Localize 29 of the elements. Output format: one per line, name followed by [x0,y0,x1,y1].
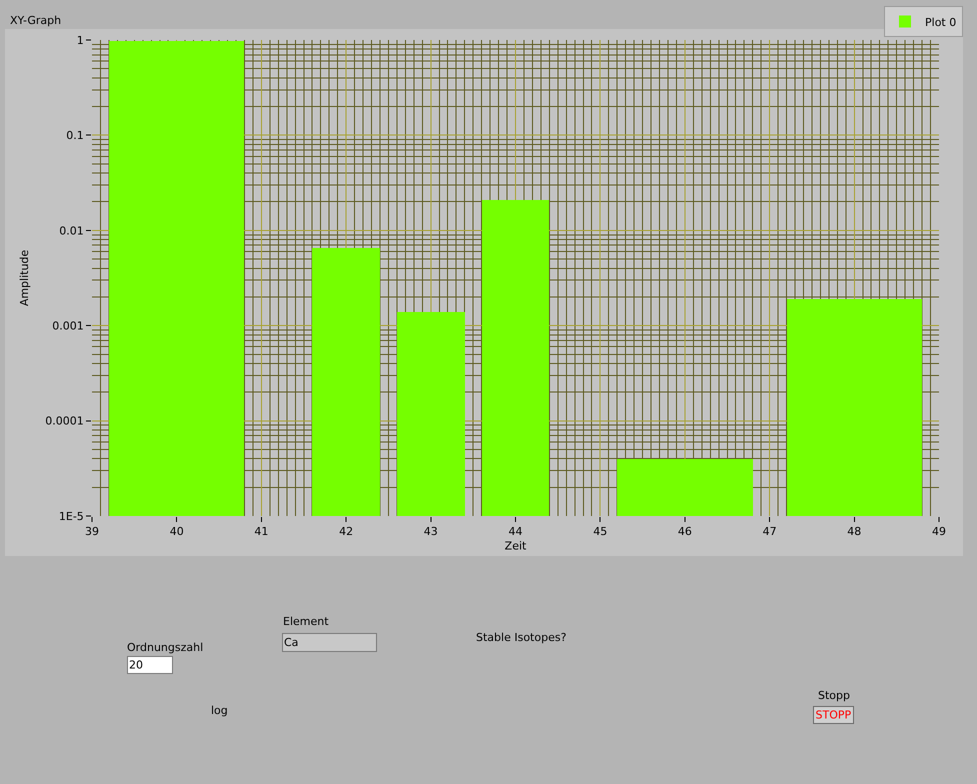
y-tick-label: 0.0001 [45,414,84,428]
text: Element [283,615,330,628]
text: Ordnungszahl [127,641,204,654]
x-tick-label: 45 [593,525,608,538]
legend-label: Plot 0 [925,16,956,29]
y-axis-title: Amplitude [18,250,31,306]
x-tick-label: 44 [508,525,522,538]
x-tick-label: 48 [847,525,862,538]
text: Ca [284,636,298,649]
text: STOPP [816,708,852,722]
y-tick-label: 0.001 [52,319,84,332]
x-tick-label: 39 [85,525,99,538]
text: Stopp [818,689,850,702]
x-tick-label: 47 [762,525,777,538]
x-tick-label: 42 [339,525,354,538]
y-tick-label: 1 [76,34,84,47]
x-tick-label: 40 [170,525,184,538]
chart-title: XY-Graph [10,14,62,27]
x-tick-label: 43 [424,525,438,538]
y-tick-label: 0.1 [66,129,84,142]
x-axis-title: Zeit [504,539,528,552]
text: log [211,704,228,717]
y-tick-label: 0.01 [59,224,84,238]
x-tick-label: 46 [678,525,692,538]
x-tick-label: 49 [932,525,946,538]
text: Stable Isotopes? [476,631,567,644]
y-tick-label: 1E-5 [58,510,84,523]
text: 20 [129,658,143,672]
x-tick-label: 41 [254,525,268,538]
